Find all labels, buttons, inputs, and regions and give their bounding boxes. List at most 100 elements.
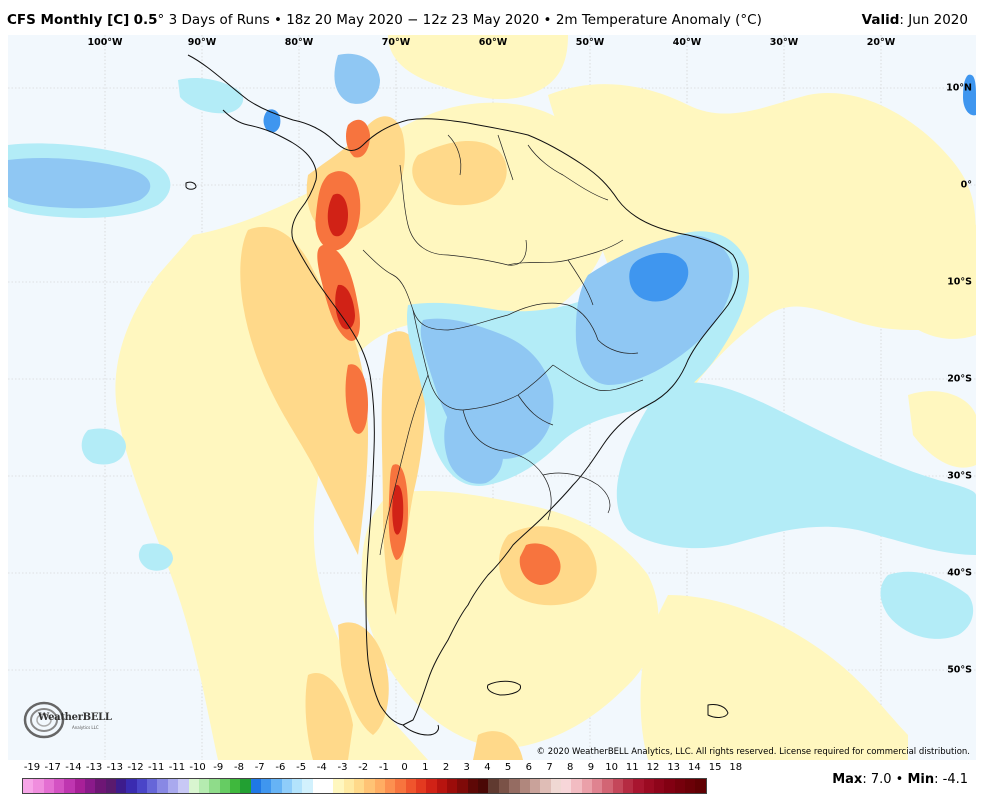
logo-swirl-icon (23, 701, 65, 739)
colorbar-tick-label: 7 (546, 762, 553, 773)
colorbar-tick-label: -3 (337, 762, 348, 773)
colorbar-tick-label: -13 (106, 762, 123, 773)
colorbar-swatch (302, 779, 313, 793)
colorbar-swatch (395, 779, 406, 793)
colorbar-swatch (95, 779, 106, 793)
colorbar-tick-label: -6 (275, 762, 286, 773)
colorbar-swatch (43, 779, 55, 793)
lon-label-70w: 70°W (381, 37, 411, 48)
min-value: : -4.1 (934, 772, 968, 787)
colorbar-swatch (560, 779, 572, 793)
colorbar-swatch (488, 779, 499, 793)
colorbar-tick-label: 3 (463, 762, 470, 773)
colorbar-swatch (540, 779, 551, 793)
colorbar-tick-label: 1 (422, 762, 429, 773)
colorbar-swatch (478, 779, 489, 793)
colorbar-swatch (416, 779, 427, 793)
colorbar-tick-label: 11 (625, 762, 639, 773)
colorbar-tick-label: 14 (688, 762, 701, 773)
colorbar-swatch (291, 779, 303, 793)
colorbar-swatch (436, 779, 448, 793)
lon-label-30w: 30°W (769, 37, 799, 48)
lon-label-90w: 90°W (187, 37, 217, 48)
colorbar-swatch (281, 779, 292, 793)
colorbar-swatch (167, 779, 179, 793)
colorbar-tick-label: 13 (667, 762, 681, 773)
valid-value: : Jun 2020 (899, 12, 968, 28)
colorbar-swatch (85, 779, 96, 793)
colorbar-swatch (74, 779, 86, 793)
colorbar-swatch (674, 779, 685, 793)
colorbar-swatch (509, 779, 520, 793)
colorbar-swatch (23, 779, 34, 793)
colorbar-swatch (198, 779, 210, 793)
logo-subtext: Analytics LLC (72, 725, 99, 730)
colorbar-swatch (126, 779, 137, 793)
map-canvas (8, 35, 976, 760)
colorbar-swatch (405, 779, 417, 793)
model-name: CFS Monthly [C] (7, 12, 130, 28)
colorbar-swatch (685, 779, 696, 793)
colorbar-swatch (219, 779, 230, 793)
colorbar-tick-label: -19 (23, 762, 41, 773)
anomaly-map: 100°W 90°W 80°W 70°W 60°W 50°W 40°W 30°W… (8, 35, 976, 760)
colorbar-tick-label: -17 (44, 762, 61, 773)
max-value: : 7.0 (862, 772, 892, 787)
colorbar-swatch (591, 779, 603, 793)
lon-label-50w: 50°W (575, 37, 605, 48)
colorbar-swatch (260, 779, 272, 793)
colorbar-tick-label: 2 (442, 762, 450, 773)
colorbar-tick-label: -8 (234, 762, 244, 773)
colorbar-swatch (467, 779, 479, 793)
colorbar-swatch (571, 779, 582, 793)
logo-text: WeatherBELL (38, 712, 112, 723)
lat-label-40s: 40°S (947, 567, 972, 579)
separator: • (891, 772, 908, 787)
colorbar-swatch (322, 779, 334, 793)
colorbar-swatch (581, 779, 592, 793)
lon-label-40w: 40°W (672, 37, 702, 48)
colorbar-swatch (136, 779, 148, 793)
lat-label-20s: 20°S (947, 373, 972, 385)
colorbar-tick-label: 10 (605, 762, 618, 773)
lat-label-30s: 30°S (947, 470, 972, 482)
colorbar-tick-label: 12 (646, 762, 660, 773)
colorbar-tick-label: 4 (484, 762, 491, 773)
lat-label-10n: 10°N (946, 82, 972, 94)
valid-date: Valid: Jun 2020 (862, 12, 968, 28)
run-description: 3 Days of Runs • 18z 20 May 2020 − 12z 2… (168, 12, 762, 28)
colorbar-tick-label: 5 (504, 762, 512, 773)
lat-label-50s: 50°S (947, 664, 972, 676)
colorbar-swatch (385, 779, 396, 793)
cool-anomaly-medium (8, 53, 733, 484)
degree-symbol: ° (157, 12, 165, 28)
colorbar-swatch (633, 779, 644, 793)
colorbar-tick-label: 9 (587, 762, 595, 773)
colorbar-swatch (426, 779, 437, 793)
colorbar-tick-label: -4 (316, 762, 327, 773)
copyright-notice: © 2020 WeatherBELL Analytics, LLC. All r… (536, 747, 970, 757)
colorbar-tick-label: -13 (85, 762, 103, 773)
lon-label-100w: 100°W (87, 37, 123, 48)
colorbar-swatches (22, 778, 707, 794)
colorbar-swatch (343, 779, 354, 793)
lon-label-20w: 20°W (866, 37, 896, 48)
colorbar-tick-label: 15 (708, 762, 722, 773)
colorbar-tick-label: -12 (127, 762, 144, 773)
colorbar-swatch (622, 779, 634, 793)
colorbar-tick-label: -11 (168, 762, 186, 773)
colorbar-swatch (447, 779, 458, 793)
colorbar-swatch (147, 779, 158, 793)
lon-label-60w: 60°W (478, 37, 508, 48)
colorbar-swatch (33, 779, 44, 793)
lat-label-10s: 10°S (947, 276, 972, 288)
colorbar-tick-label: 6 (525, 762, 532, 773)
colorbar-swatch (271, 779, 282, 793)
colorbar-tick-label: -9 (213, 762, 224, 773)
colorbar-swatch (364, 779, 375, 793)
valid-label: Valid (861, 12, 900, 28)
colorbar-swatch (312, 779, 323, 793)
colorbar-swatch (178, 779, 189, 793)
header: CFS Monthly [C] 0.5° 3 Days of Runs • 18… (0, 0, 984, 36)
colorbar-swatch (116, 779, 127, 793)
